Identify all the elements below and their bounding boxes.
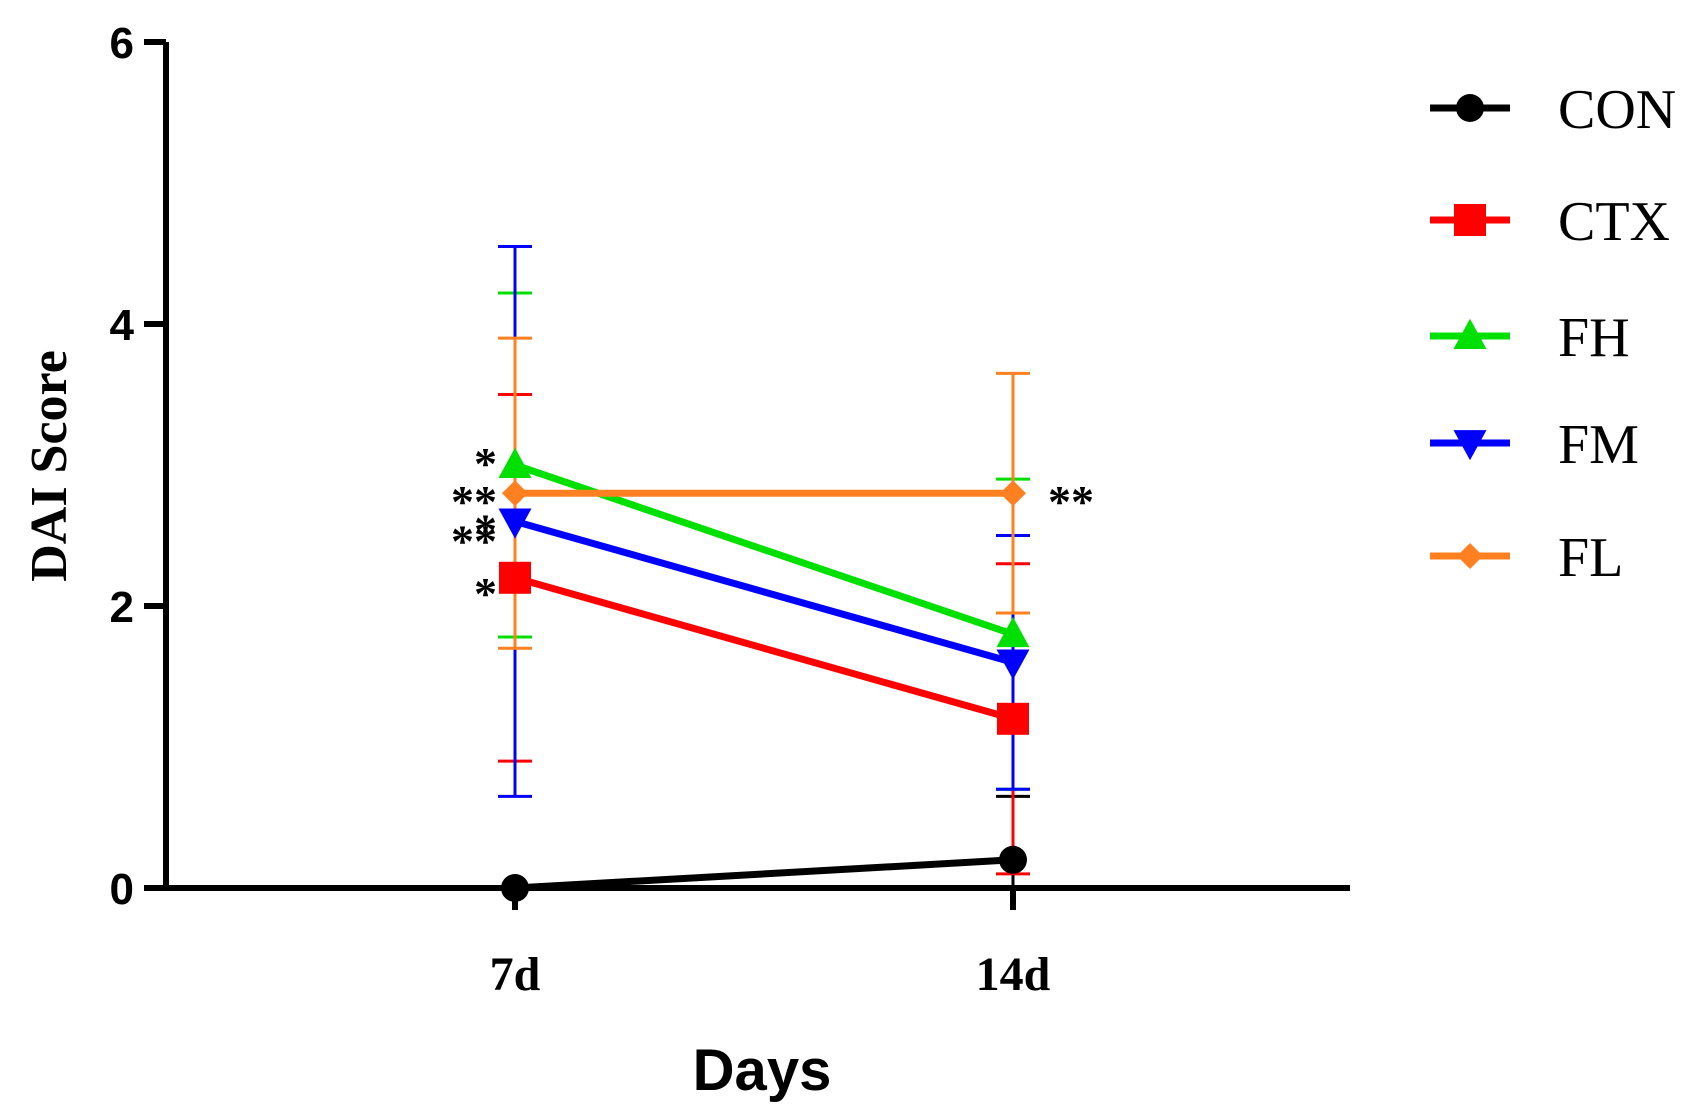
y-tick-label: 4 xyxy=(110,301,135,350)
legend-item-ctx: CTX xyxy=(1430,191,1670,253)
legend-marker xyxy=(1454,204,1486,236)
data-point-fh xyxy=(996,616,1030,648)
data-point-fm xyxy=(498,508,532,539)
data-point-fh xyxy=(498,447,532,478)
data-point-con xyxy=(501,874,529,902)
significance-marker: ** xyxy=(451,476,497,527)
legend-marker xyxy=(1453,318,1487,349)
y-tick-label: 2 xyxy=(110,583,134,632)
x-tick-label: 14d xyxy=(976,948,1051,1001)
data-point-ctx xyxy=(997,702,1029,735)
legend-label: CON xyxy=(1558,79,1676,141)
legend-label: FL xyxy=(1558,527,1623,589)
legend-label: CTX xyxy=(1558,191,1670,253)
series-line-con xyxy=(514,856,1014,892)
series-line-fm xyxy=(514,518,1014,666)
significance-marker: ** xyxy=(451,516,497,567)
legend-marker xyxy=(1453,430,1487,461)
data-point-fl xyxy=(1000,480,1026,507)
x-tick-label: 7d xyxy=(490,948,541,1001)
legend-marker xyxy=(1457,543,1483,569)
data-point-fm xyxy=(996,649,1030,680)
y-axis-title: DAI Score xyxy=(21,350,78,582)
significance-marker: * xyxy=(474,438,497,489)
series-line-ctx xyxy=(514,574,1014,723)
significance-marker: * xyxy=(474,504,497,555)
x-axis-title: Days xyxy=(693,1038,832,1103)
legend-label: FH xyxy=(1558,307,1630,369)
legend-item-fh: FH xyxy=(1430,307,1630,369)
y-tick-label: 0 xyxy=(110,865,134,914)
legend-item-fm: FM xyxy=(1430,414,1639,476)
legend-marker xyxy=(1456,94,1484,122)
significance-marker: ** xyxy=(1048,476,1094,527)
data-point-ctx xyxy=(499,561,531,594)
significance-marker: * xyxy=(474,568,497,619)
legend-label: FM xyxy=(1558,414,1639,476)
legend-item-fl: FL xyxy=(1430,527,1623,589)
data-point-con xyxy=(999,845,1027,874)
legend-item-con: CON xyxy=(1430,79,1676,141)
data-point-fl xyxy=(502,480,528,507)
y-tick-label: 6 xyxy=(110,19,134,68)
